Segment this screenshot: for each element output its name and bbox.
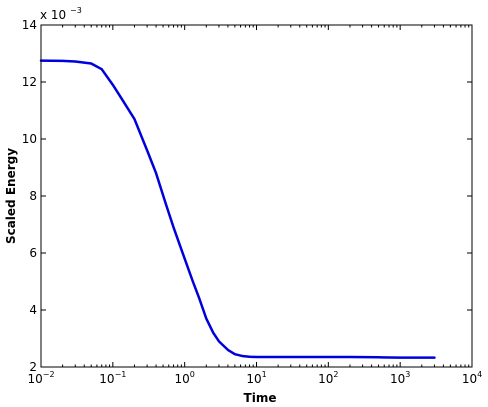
x-tick-label: 10−1	[99, 370, 126, 386]
x-tick-label-base: 10	[27, 372, 42, 386]
x-axis-label: Time	[244, 391, 277, 405]
y-axis-label: Scaled Energy	[4, 148, 18, 244]
x-tick-label-exponent: 0	[190, 370, 195, 379]
y-tick-label: 14	[22, 18, 37, 32]
y-tick-label: 2	[29, 360, 37, 374]
y-tick-label: 4	[29, 303, 37, 317]
x-tick-label: 101	[246, 370, 266, 386]
x-tick-label-exponent: −1	[115, 370, 127, 379]
x-tick-label: 103	[390, 370, 410, 386]
chart-marks	[39, 59, 436, 359]
x-tick-label: 10−2	[27, 370, 54, 386]
x-tick-label-exponent: 4	[477, 370, 482, 379]
x-tick-label-base: 10	[246, 372, 261, 386]
x-tick-label: 100	[174, 370, 194, 386]
x-tick-label-base: 10	[99, 372, 114, 386]
y-multiplier: x 10 −3	[40, 6, 82, 22]
series-line	[39, 59, 436, 359]
x-tick-label-exponent: 1	[262, 370, 267, 379]
x-tick-label: 102	[318, 370, 338, 386]
x-tick-label-base: 10	[390, 372, 405, 386]
y-tick-label: 12	[22, 75, 37, 89]
x-tick-label-base: 10	[174, 372, 189, 386]
y-multiplier-base: x 10	[40, 8, 66, 22]
y-tick-label: 8	[29, 189, 37, 203]
y-tick-label: 10	[22, 132, 37, 146]
x-tick-label-base: 10	[462, 372, 477, 386]
x-tick-label-exponent: 2	[333, 370, 338, 379]
x-tick-label-base: 10	[318, 372, 333, 386]
x-tick-label: 104	[462, 370, 482, 386]
x-tick-label-exponent: −2	[43, 370, 55, 379]
y-tick-label: 6	[29, 246, 37, 260]
x-tick-label-exponent: 3	[405, 370, 410, 379]
y-multiplier-exponent: −3	[70, 6, 82, 15]
